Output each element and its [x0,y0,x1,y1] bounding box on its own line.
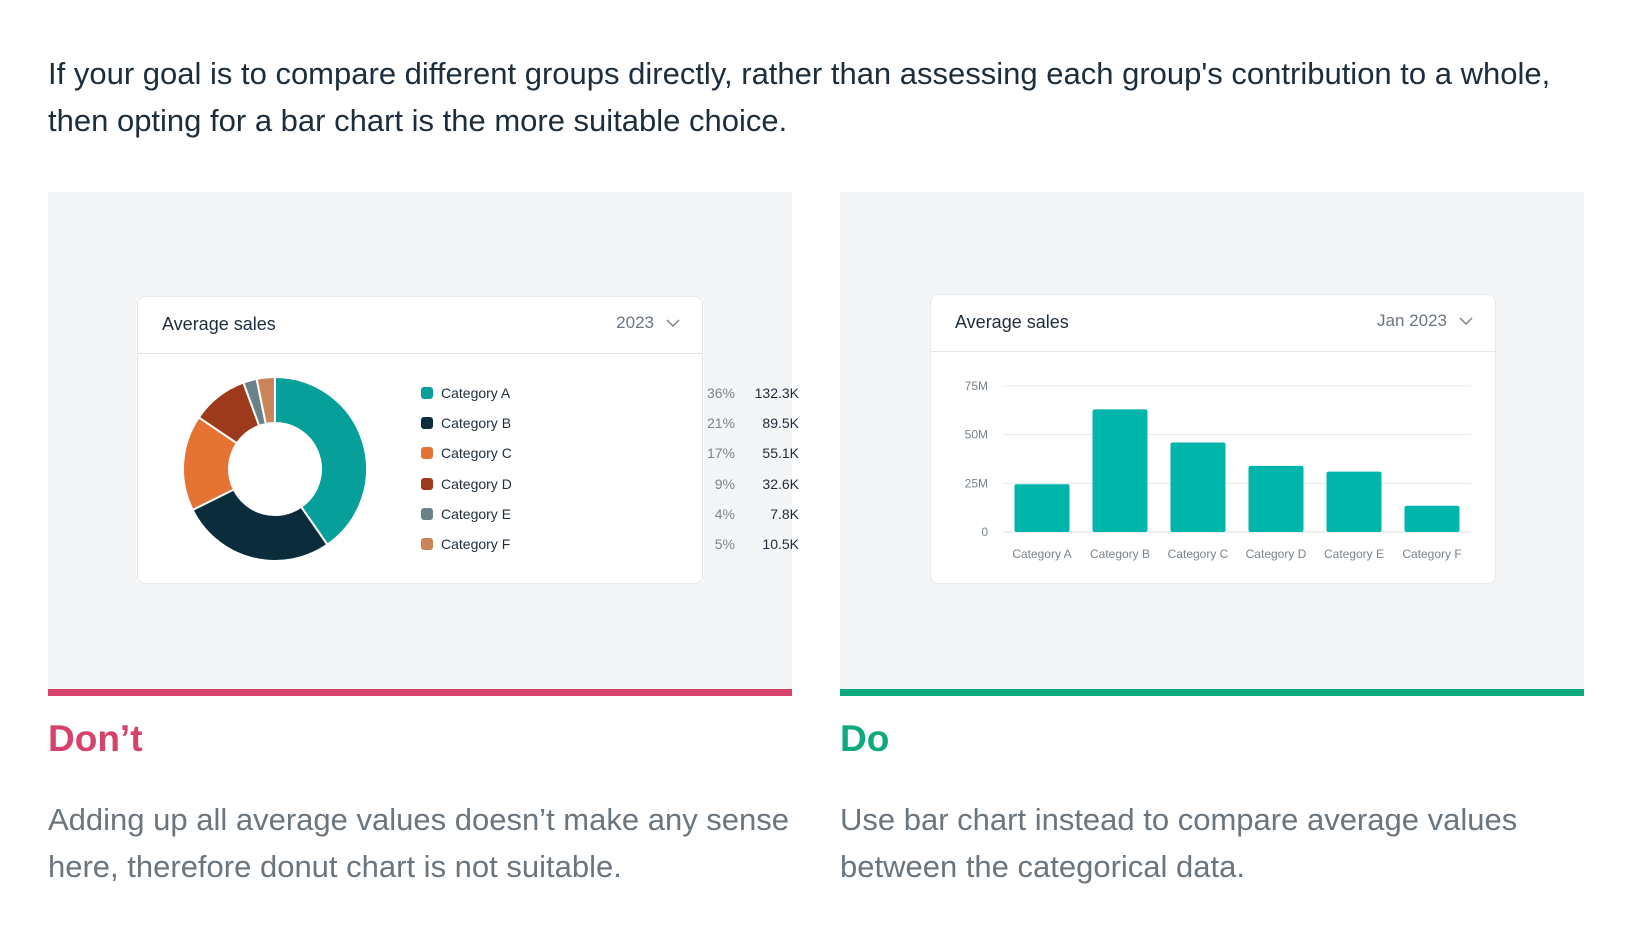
bar-category-f [1404,505,1460,532]
y-tick-label: 0 [981,525,988,539]
legend-value: 55.1K [762,445,799,462]
intro-text: If your goal is to compare different gro… [48,56,1551,138]
bar-category-c [1170,442,1226,532]
y-tick-label: 50M [965,428,988,442]
donut-slice-category-a [274,375,368,547]
legend-percent: 4% [714,505,735,522]
dont-heading: Don’t [48,718,143,759]
legend-label: Category F [441,536,511,552]
legend-percent: 9% [714,475,735,492]
chevron-down-icon [1459,317,1473,325]
legend-swatch [421,538,433,550]
bar-category-e [1326,471,1382,532]
do-heading: Do [840,718,890,759]
legend-label: Category A [441,385,511,401]
chevron-down-icon [666,319,680,327]
legend-swatch [421,447,433,460]
donut-card: Average sales 2023 Category A 36% 132.3K Ca… [137,296,799,584]
donut-chart [182,375,368,562]
card-title: Average sales [955,312,1069,332]
period-value: Jan 2023 [1377,311,1447,330]
x-tick-label: Category E [1324,547,1384,561]
legend-value: 7.8K [770,505,799,522]
legend-swatch [421,477,433,490]
legend-value: 89.5K [762,415,799,432]
legend-label: Category C [441,445,512,462]
period-dropdown[interactable]: 2023 [616,313,680,333]
bar-card: Average sales Jan 2023 0 25M 50M 75M Categor… [930,294,1496,584]
y-tick-label: 75M [965,379,988,393]
x-tick-label: Category F [1402,547,1461,561]
card-header: Average sales 2023 [138,297,702,354]
dont-stripe [48,689,792,696]
legend-percent: 5% [714,536,735,552]
legend-percent: 21% [706,415,735,432]
do-stripe [840,689,1584,696]
period-value: 2023 [616,313,654,332]
y-tick-label: 25M [965,476,988,490]
legend-label: Category D [441,475,512,492]
legend-value: 132.3K [754,385,799,401]
dont-body: Adding up all average values doesn’t mak… [48,802,790,884]
legend-percent: 36% [706,385,735,401]
x-tick-label: Category C [1168,547,1229,561]
legend-item: Category F 5% 10.5K [421,534,799,554]
legend-swatch [421,417,433,430]
card-header: Average sales Jan 2023 [931,295,1495,352]
bar-chart: 0 25M 50M 75M Category A Category B Category C… [965,379,1471,561]
donut-slice-category-f [255,375,276,426]
legend-item: Category A 36% 132.3K [421,383,799,403]
x-tick-label: Category A [1012,547,1071,561]
bar-category-b [1092,409,1148,532]
legend-item: Category E 4% 7.8K [421,504,799,524]
x-tick-label: Category D [1246,547,1307,561]
donut-slice-category-b [191,488,329,562]
bar-category-d [1248,465,1304,532]
legend-label: Category E [441,505,512,522]
x-tick-label: Category B [1090,547,1150,561]
legend-value: 32.6K [762,475,799,492]
legend-item: Category B 21% 89.5K [421,413,799,433]
legend-value: 10.5K [762,536,799,552]
do-body: Use bar chart instead to compare average… [840,802,1518,884]
legend-label: Category B [441,415,512,432]
legend-percent: 17% [706,445,735,462]
legend-swatch [421,387,433,399]
legend-item: Category D 9% 32.6K [421,474,799,494]
period-dropdown[interactable]: Jan 2023 [1377,311,1473,331]
card-title: Average sales [162,314,276,334]
legend-item: Category C 17% 55.1K [421,443,799,463]
bar-category-a [1014,484,1070,532]
legend-swatch [421,507,433,520]
